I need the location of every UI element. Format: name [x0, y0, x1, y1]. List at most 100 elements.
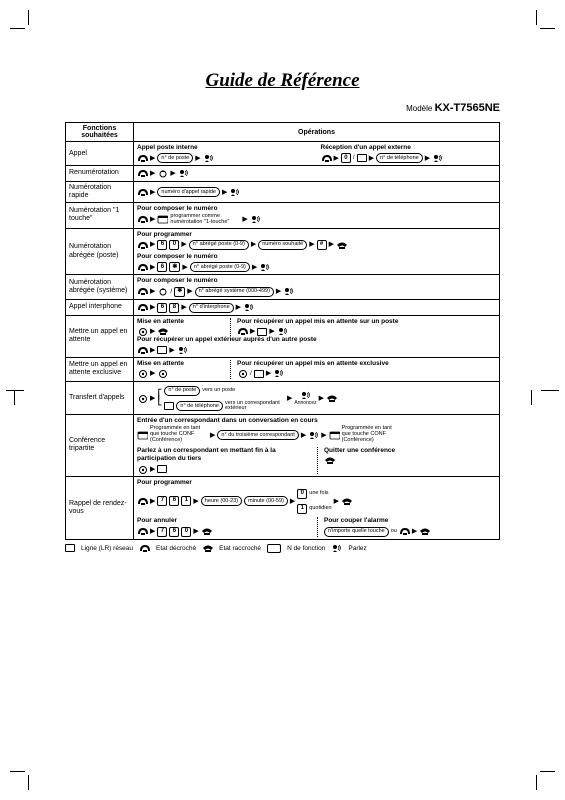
arrow-icon: ▶: [195, 154, 200, 163]
bracket-icon: ⎡⎣: [157, 393, 162, 403]
ops-interphone: ▶ 6 8 ▶ n° d'interphone ▶: [134, 299, 500, 315]
lr-icon: [164, 402, 174, 410]
pill-abrsys: n° abrégé système (000-499): [195, 287, 274, 297]
key-6: 6: [157, 262, 167, 272]
th-operations: Opérations: [134, 123, 500, 142]
key-6: 6: [169, 496, 179, 506]
fn-abrsys: Numérotation abrégée (système): [66, 275, 134, 299]
fn-transfert: Transfert d'appels: [66, 381, 134, 415]
offhook-icon: [137, 303, 148, 312]
key-7: 7: [157, 496, 167, 506]
key-1: 1: [297, 504, 307, 514]
hold-icon: [237, 369, 248, 378]
lbl-recup-poste: Pour récupérer un appel mis en attente s…: [237, 318, 398, 325]
pill-tel: n° de téléphone: [176, 401, 223, 411]
key-6: 6: [157, 240, 167, 250]
note-verext: vers un correspondant extérieur: [225, 401, 285, 413]
pill-souh: numéro souhaité: [258, 240, 307, 250]
pill-poste: n° de poste: [164, 386, 200, 396]
fn-attente: Mettre un appel en attente: [66, 315, 134, 357]
lbl-conf-quitter: Quitter une conférence: [324, 447, 395, 454]
onhook-icon: [201, 527, 212, 536]
legend-nfn: N de fonction: [287, 545, 325, 552]
speak-icon: [203, 154, 214, 163]
offhook-icon: [137, 241, 148, 250]
hold-icon: [157, 369, 168, 378]
key-0: 0: [181, 527, 191, 537]
model-label: Modèle: [406, 104, 432, 113]
key-0: 0: [341, 153, 351, 163]
lbl-comp: Pour composer le numéro: [137, 253, 218, 260]
page-content: Guide de Référence Modèle KX-T7565NE Fon…: [65, 70, 500, 730]
onhook-icon: [202, 544, 213, 553]
onhook-icon: [336, 241, 347, 250]
annoncez-label: Annoncez: [294, 401, 316, 406]
lbl-recup-ext: Pour récupérer un appel extérieur auprès…: [137, 336, 317, 343]
offhook-icon: [137, 497, 148, 506]
offhook-icon: [137, 154, 148, 163]
note-conf2: Programmée en tant que touche CONF (Conf…: [342, 426, 400, 443]
pill-poste: n° de poste: [157, 153, 193, 163]
fn-1touche: Numérotation "1 touche": [66, 202, 134, 228]
hold-icon: [137, 465, 148, 474]
pill-heure: heure (00-23): [201, 496, 242, 506]
ops-1touche: Pour composer le numéro ▶ programmer com…: [134, 202, 500, 228]
lbl-recup-excl: Pour récupérer un appel mis en attente e…: [237, 360, 389, 367]
lr-icon: [157, 346, 167, 354]
arrow-icon: ▶: [242, 215, 247, 224]
offhook-icon: [237, 327, 248, 336]
offhook-icon: [137, 287, 148, 296]
offhook-icon: [137, 188, 148, 197]
lbl-appel-interne: Appel poste interne: [137, 144, 198, 151]
lr-icon: [157, 465, 167, 473]
redial-icon: [157, 169, 168, 178]
legend-lr: Ligne (LR) réseau: [81, 545, 133, 552]
arrow-icon: ▶: [369, 154, 374, 163]
reference-table: Fonctions souhaitées Opérations Appel Ap…: [65, 122, 500, 540]
key-hash: #: [317, 240, 327, 250]
offhook-icon: [137, 169, 148, 178]
arrow-icon: ▶: [150, 154, 155, 163]
speak-icon: [331, 544, 342, 553]
legend: Ligne (LR) réseau Etat décroché Etat rac…: [65, 544, 500, 553]
fn-conf: Conférence tripartite: [66, 415, 134, 477]
arrow-icon: ▶: [150, 188, 155, 197]
arrow-icon: ▶: [222, 188, 227, 197]
ops-attente: Mise en attente ▶ Pour récupérer un appe…: [134, 315, 500, 357]
prog-key-icon: [329, 431, 340, 440]
pill-abr: n° abrégé poste (0-9): [190, 262, 250, 272]
offhook-icon: [137, 346, 148, 355]
speak-icon: [300, 391, 311, 400]
key-8: 8: [169, 303, 179, 313]
lr-icon: [65, 544, 75, 552]
prog-key-icon: [137, 431, 148, 440]
ops-rdv: Pour programmer ▶ 7 6 1 ▶ heure (00-23) …: [134, 476, 500, 539]
ops-appel: Appel poste interne ▶ n° de poste ▶ Réce…: [134, 142, 500, 166]
lr-icon: [257, 328, 267, 336]
lbl-rdv-prog: Pour programmer: [137, 479, 192, 486]
onhook-icon: [324, 456, 335, 465]
lbl-conf-entry: Entrée d'un correspondant dans un conver…: [137, 417, 318, 424]
arrow-icon: ▶: [425, 154, 430, 163]
speak-icon: [177, 346, 188, 355]
ops-transfert: ▶ ⎡⎣ n° de poste vers un poste n° de tél…: [134, 381, 500, 415]
pill-abr: n° abrégé poste (0-9): [189, 240, 249, 250]
legend-nfn-box: [267, 544, 281, 553]
onhook-icon: [326, 394, 337, 403]
hold-icon: [137, 369, 148, 378]
lbl-mise: Mise en attente: [137, 360, 184, 367]
lbl-mise: Mise en attente: [137, 318, 184, 325]
fn-rdv: Rappel de rendez-vous: [66, 476, 134, 539]
speak-icon: [277, 327, 288, 336]
note-verposte: vers un poste: [202, 388, 235, 394]
offhook-icon: [399, 527, 410, 536]
th-functions: Fonctions souhaitées: [66, 123, 134, 142]
ops-renum: ▶ ▶: [134, 166, 500, 181]
opt-unefois: une fois: [309, 491, 328, 497]
key-6: 6: [169, 527, 179, 537]
speak-icon: [259, 263, 270, 272]
hold-icon: [137, 394, 148, 403]
key-6: 6: [157, 303, 167, 313]
redial-icon: [157, 287, 168, 296]
speak-icon: [308, 431, 319, 440]
